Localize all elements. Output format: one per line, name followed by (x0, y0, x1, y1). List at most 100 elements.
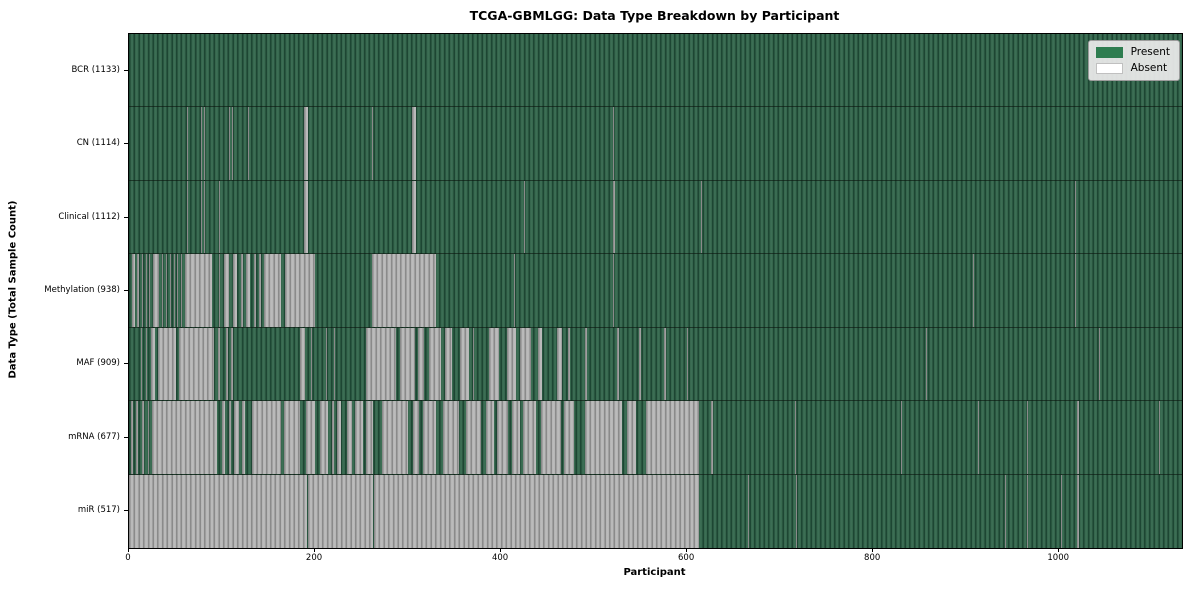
absent-segment (284, 401, 301, 474)
absent-segment (978, 401, 980, 474)
absent-segment (246, 254, 250, 327)
absent-segment (186, 107, 188, 180)
absent-segment (584, 401, 622, 474)
absent-segment (248, 107, 249, 180)
absent-segment (371, 254, 436, 327)
absent-segment (200, 107, 202, 180)
y-tick-label-mrna: mRNA (677) (68, 431, 120, 442)
absent-segment (326, 327, 328, 401)
absent-segment (285, 254, 316, 327)
absent-segment (443, 401, 460, 474)
absent-segment (1075, 180, 1076, 254)
absent-segment (331, 401, 334, 474)
y-tick-mark (124, 290, 128, 291)
absent-segment (346, 401, 353, 474)
absent-segment (219, 180, 221, 254)
absent-segment (411, 180, 416, 254)
absent-segment (251, 401, 281, 474)
absent-swatch-icon (1095, 62, 1123, 74)
absent-segment (241, 401, 246, 474)
absent-segment (382, 401, 409, 474)
absent-segment (136, 401, 139, 474)
y-tick-label-methylation: Methylation (938) (44, 285, 120, 295)
absent-segment (151, 327, 156, 401)
x-tick-label: 400 (491, 553, 509, 563)
legend: Present Absent (1087, 40, 1180, 81)
absent-segment (303, 180, 308, 254)
present-swatch-icon (1095, 46, 1123, 58)
absent-segment (228, 401, 232, 474)
absent-segment (411, 107, 416, 180)
absent-segment (418, 327, 424, 401)
absent-segment (131, 254, 135, 327)
absent-segment (371, 107, 373, 180)
absent-segment (179, 327, 214, 401)
absent-segment (465, 401, 481, 474)
absent-segment (129, 474, 307, 548)
absent-segment (181, 254, 182, 327)
absent-segment (561, 180, 563, 254)
absent-segment (1076, 474, 1079, 548)
row-methylation (129, 254, 1182, 328)
absent-segment (355, 401, 364, 474)
absent-segment (263, 254, 281, 327)
y-tick-label-mir: miR (517) (77, 505, 120, 516)
absent-segment (223, 254, 229, 327)
absent-segment (612, 180, 615, 254)
absent-segment (556, 327, 562, 401)
absent-segment (617, 327, 620, 401)
absent-segment (337, 401, 342, 474)
chart-title: TCGA-GBMLGG: Data Type Breakdown by Part… (469, 8, 840, 23)
absent-segment (234, 401, 239, 474)
absent-segment (519, 327, 531, 401)
y-tick-mark (124, 510, 128, 512)
absent-segment (711, 401, 714, 474)
y-tick-mark (124, 363, 128, 365)
absent-segment (612, 107, 614, 180)
legend-item-absent: Absent (1095, 62, 1170, 74)
absent-segment (399, 327, 415, 401)
absent-segment (514, 254, 516, 327)
x-tick-label: 800 (864, 553, 881, 563)
absent-segment (901, 401, 902, 474)
absent-segment (701, 180, 702, 254)
absent-segment (524, 180, 526, 254)
x-tick-mark (872, 548, 874, 552)
absent-segment (663, 327, 666, 401)
absent-segment (305, 401, 316, 474)
absent-segment (169, 254, 171, 327)
absent-segment (538, 327, 542, 401)
x-tick-mark (686, 548, 688, 552)
absent-segment (142, 254, 143, 327)
x-tick-mark (314, 548, 316, 552)
absent-segment (584, 327, 587, 401)
absent-segment (486, 401, 494, 474)
absent-segment (497, 401, 508, 474)
absent-segment (161, 254, 164, 327)
absent-segment (506, 327, 516, 401)
y-tick-label-cn: CN (1114) (76, 138, 120, 149)
absent-segment (488, 327, 500, 401)
legend-label-absent: Absent (1130, 62, 1168, 74)
absent-segment (795, 401, 796, 474)
row-bcr (129, 34, 1182, 108)
absent-segment (141, 327, 142, 401)
absent-segment (153, 254, 159, 327)
absent-segment (366, 327, 396, 401)
absent-segment (321, 327, 323, 401)
absent-segment (137, 254, 140, 327)
absent-segment (142, 401, 144, 474)
x-tick-label: 0 (125, 553, 131, 563)
absent-segment (218, 327, 221, 401)
absent-segment (184, 254, 212, 327)
y-tick-mark (124, 436, 128, 438)
absent-segment (145, 327, 147, 401)
absent-segment (626, 401, 636, 474)
absent-segment (1099, 327, 1101, 401)
absent-segment (460, 327, 470, 401)
absent-segment (412, 401, 420, 474)
row-clinical (129, 180, 1182, 255)
x-tick-mark (500, 548, 502, 552)
y-tick-mark (124, 143, 128, 145)
absent-segment (541, 401, 561, 474)
